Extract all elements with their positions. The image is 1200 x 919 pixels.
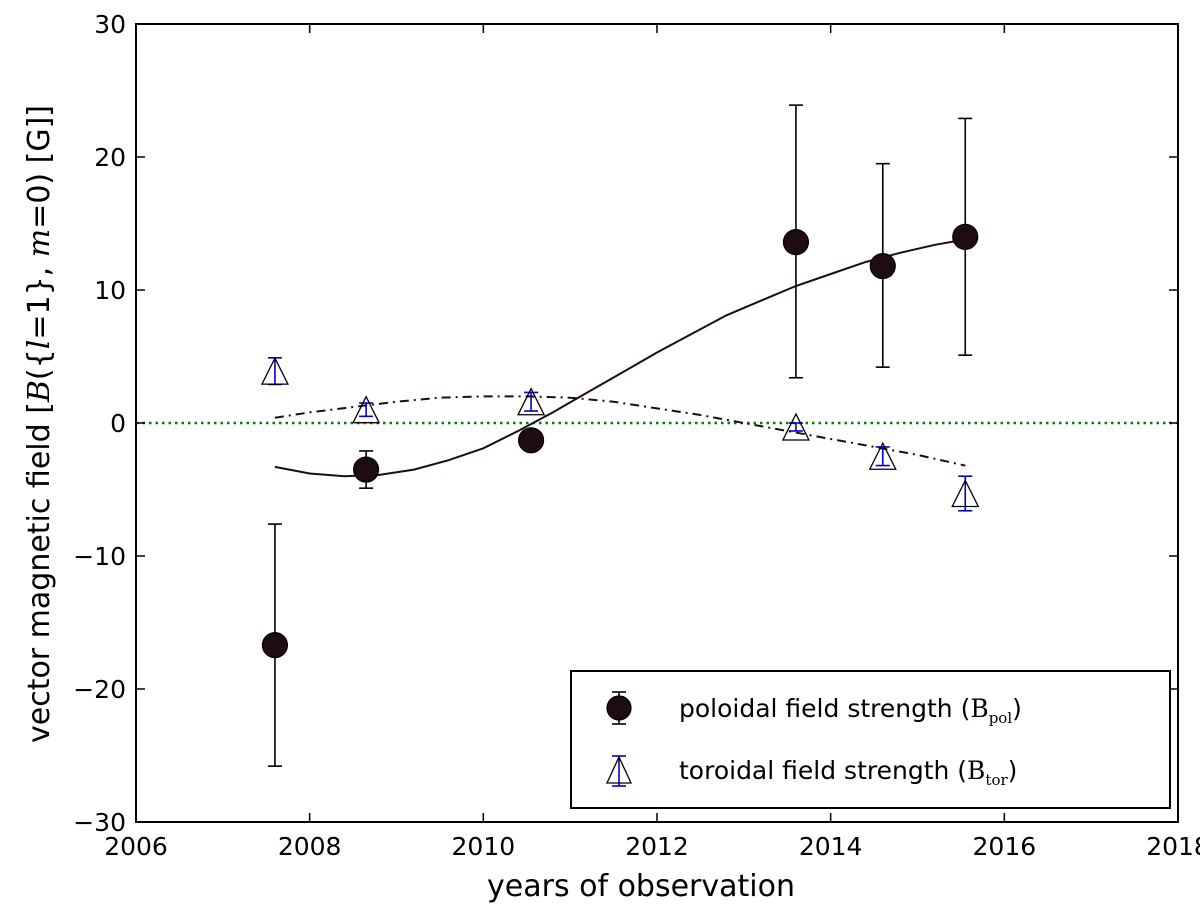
marker-toroidal-2 <box>517 387 546 416</box>
y-tick-label-4: 10 <box>94 276 126 305</box>
marker-toroidal-1 <box>352 395 381 424</box>
y-axis-title-l: l <box>22 340 57 350</box>
y-tick-label-5: 20 <box>94 143 126 172</box>
x-tick-label-5: 2016 <box>973 832 1037 861</box>
x-tick-label-0: 2006 <box>104 832 168 861</box>
y-axis-title-open: ({ <box>22 349 57 380</box>
marker-toroidal-3 <box>781 412 810 441</box>
marker-poloidal-0 <box>261 632 289 659</box>
legend-toroidal-name: toroidal field strength <box>679 756 949 785</box>
y-tick-label-1: −20 <box>73 675 126 704</box>
marker-poloidal-1 <box>353 456 380 483</box>
y-tick-label-3: 0 <box>110 409 126 438</box>
marker-toroidal-4 <box>868 441 897 470</box>
x-tick-label-3: 2012 <box>625 832 689 861</box>
y-axis-title-prefix: vector magnetic field [ <box>22 402 57 743</box>
marker-poloidal-5 <box>952 223 979 250</box>
marker-poloidal-2 <box>517 427 545 454</box>
legend-toroidal-symbol: B <box>967 756 985 785</box>
x-tick-label-1: 2008 <box>278 832 342 861</box>
fit-curve-toroidal <box>274 395 966 467</box>
y-tick-label-0: −30 <box>73 808 126 837</box>
fit-curve-poloidal <box>274 238 966 478</box>
y-tick-label-6: 30 <box>94 10 126 39</box>
legend-poloidal-name: poloidal field strength <box>679 694 953 723</box>
legend-poloidal-symbol: B <box>970 694 988 723</box>
y-axis-title-mid: =1}, <box>22 257 57 339</box>
y-axis-title-m: m <box>22 229 57 257</box>
marker-poloidal-4 <box>869 252 896 280</box>
legend-toroidal-marker <box>605 755 633 784</box>
legend-toroidal-subscript: tor <box>985 771 1008 789</box>
legend-poloidal-marker <box>606 695 632 721</box>
legend-poloidal-label: poloidal field strength (Bpol) <box>679 694 1022 727</box>
tick-layer: 2006 2008 2010 2012 2014 2016 2018 −30 −20 −10 0 10… <box>73 10 1200 861</box>
legend: poloidal field strength (Bpol) toroidal … <box>570 670 1171 809</box>
legend-box <box>570 670 1171 809</box>
y-axis-title-close: =0) [G]] <box>22 105 57 229</box>
legend-entry-poloidal: poloidal field strength (Bpol) <box>606 691 1022 727</box>
legend-toroidal-label: toroidal field strength (Btor) <box>679 756 1017 789</box>
x-tick-label-2: 2010 <box>452 832 516 861</box>
y-tick-label-2: −10 <box>73 542 126 571</box>
marker-poloidal-3 <box>782 229 810 256</box>
x-tick-label-6: 2018 <box>1146 832 1200 861</box>
x-tick-label-4: 2014 <box>799 832 863 861</box>
fit-layer <box>274 238 966 478</box>
legend-entry-toroidal: toroidal field strength (Btor) <box>605 755 1017 789</box>
marker-layer <box>260 223 980 659</box>
y-axis-title: vector magnetic field [B({l=1}, m=0) [G]… <box>22 105 57 743</box>
marker-toroidal-0 <box>260 356 289 385</box>
y-axis-title-b: B <box>22 380 57 403</box>
marker-toroidal-5 <box>951 479 980 508</box>
x-axis-title: years of observation <box>487 869 795 904</box>
legend-poloidal-subscript: pol <box>989 709 1013 727</box>
